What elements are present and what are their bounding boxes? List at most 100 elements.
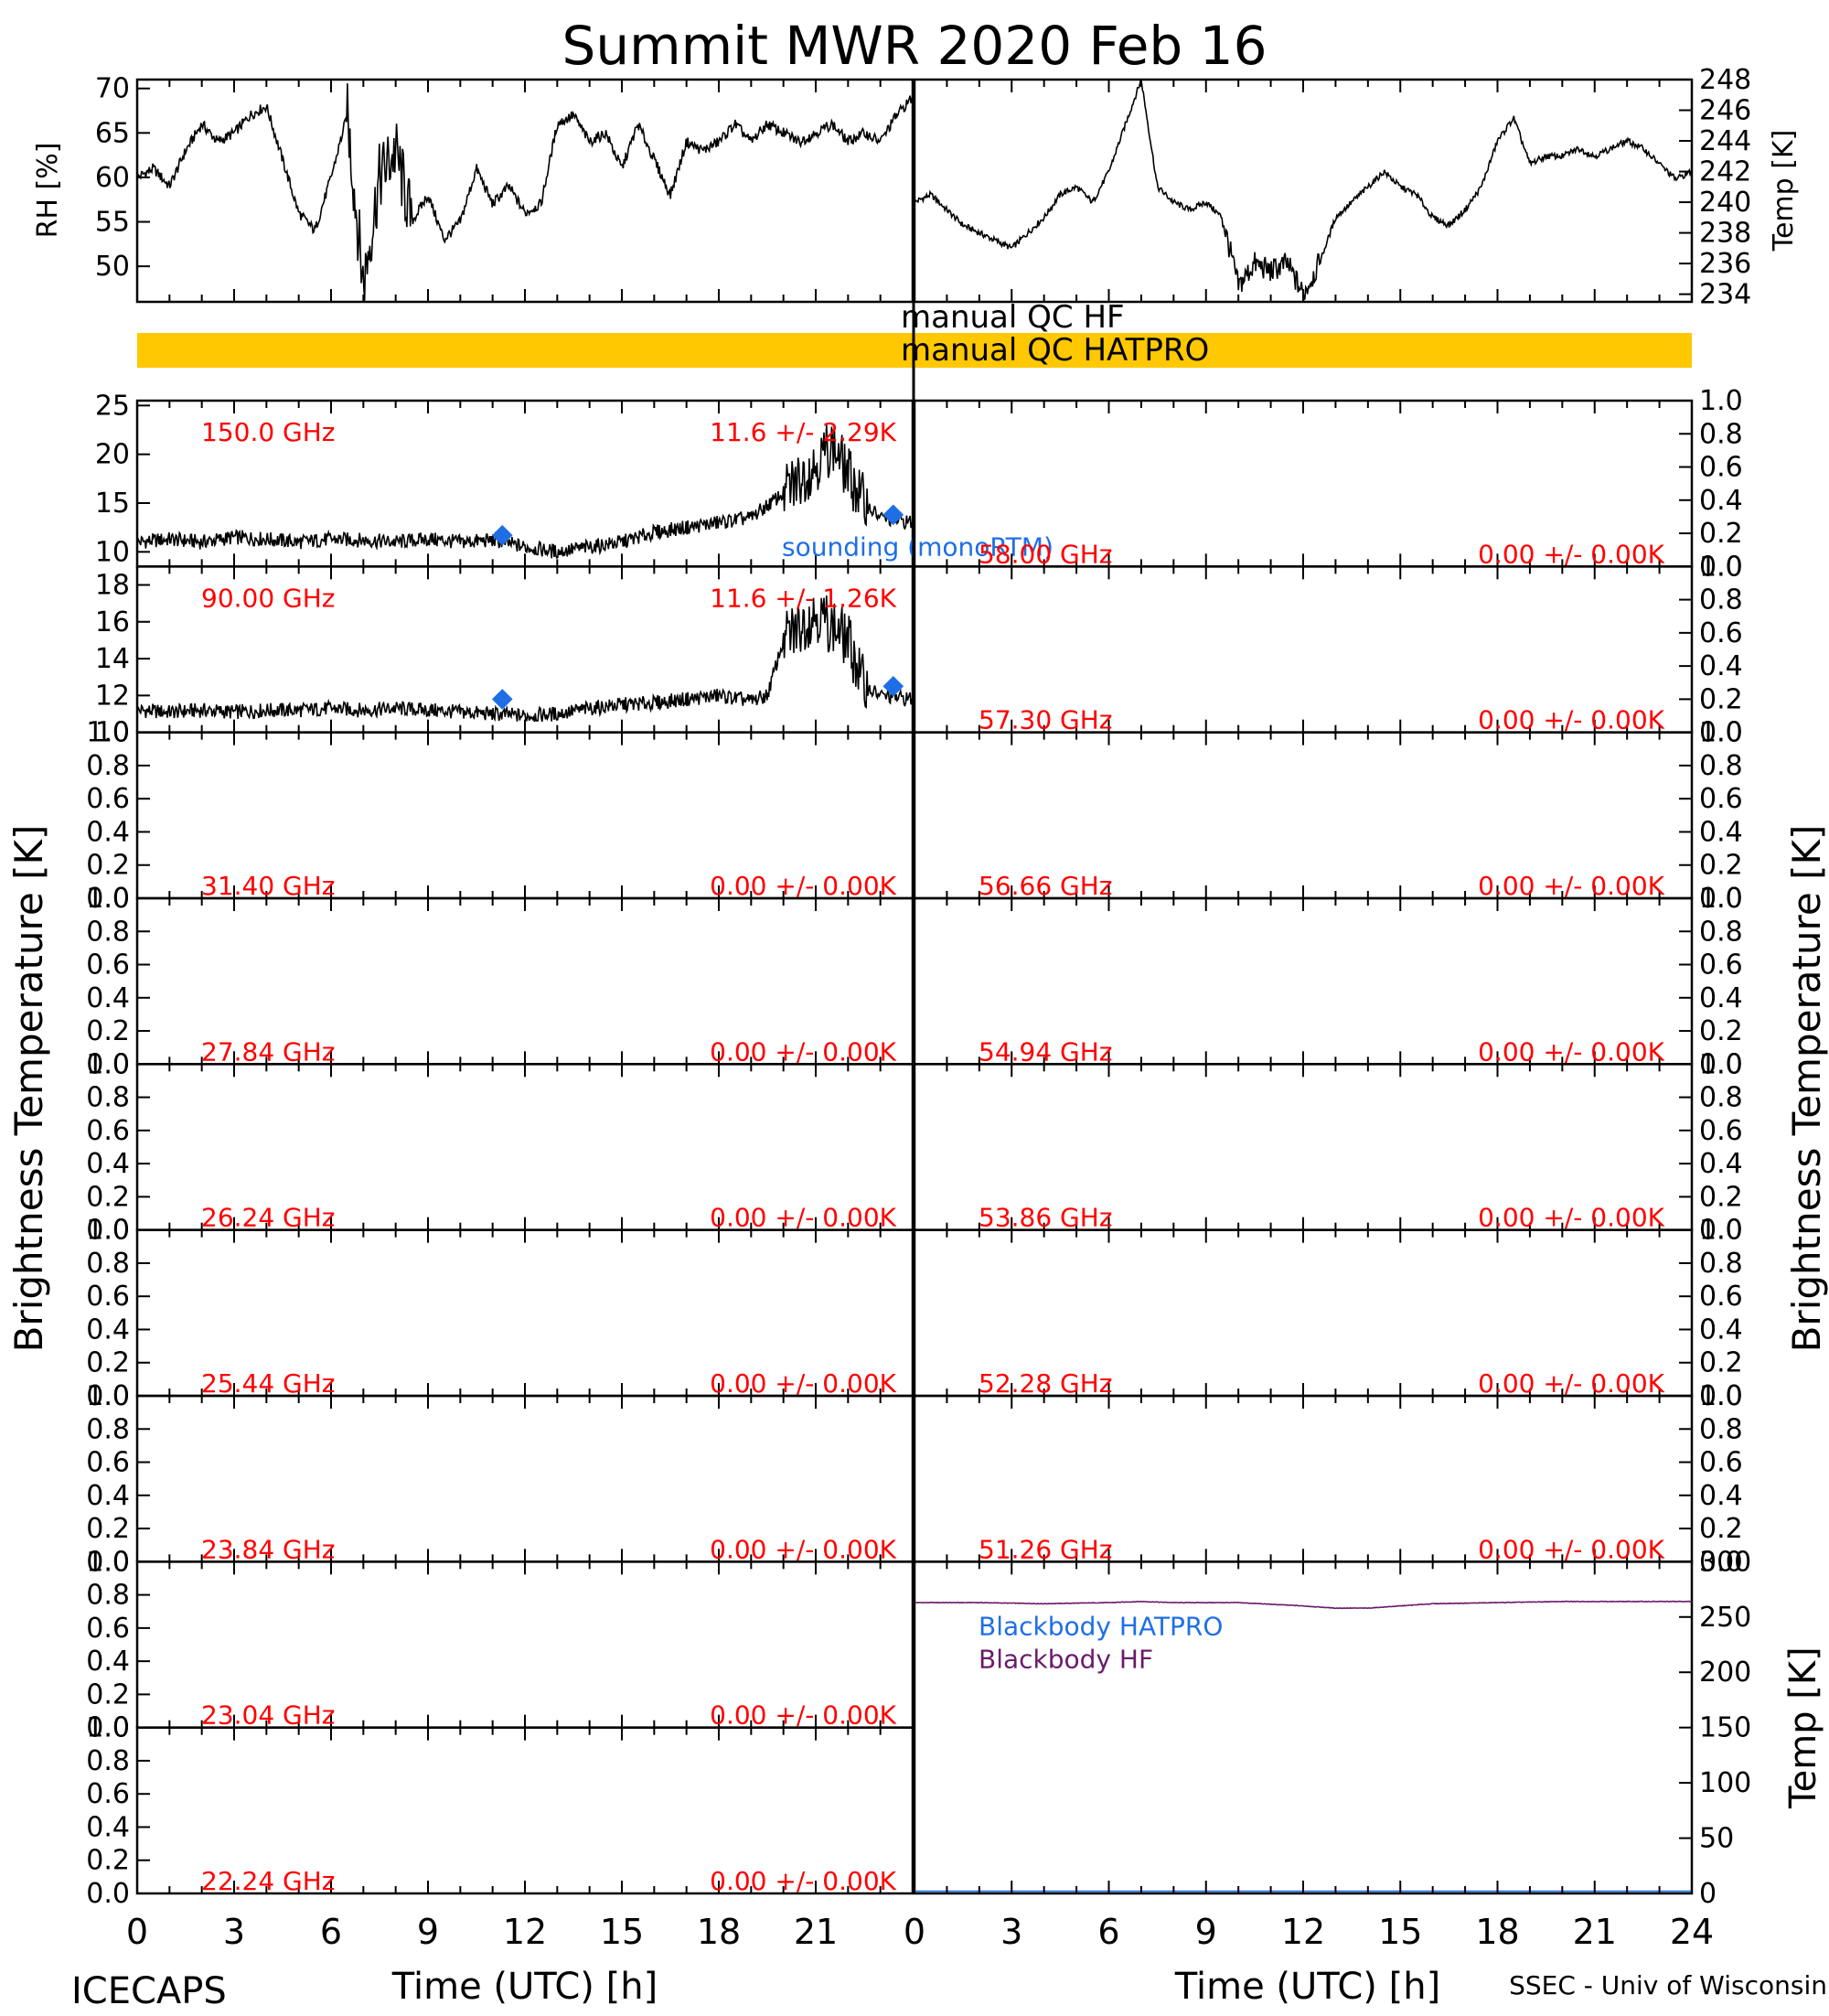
y-tick-label: 0.8 (86, 750, 130, 782)
y-tick-label: 0.4 (1699, 1314, 1743, 1346)
y-tick-label: 10 (95, 536, 130, 568)
y-tick-label: 250 (1699, 1602, 1751, 1634)
y-tick-label: 100 (1699, 1767, 1751, 1799)
y-tick-label: 1.0 (1699, 1215, 1743, 1247)
y-tick-label: 0.0 (1699, 1546, 1743, 1578)
y-axis: 0.00.20.40.60.81.0 (86, 1048, 150, 1247)
y-tick-label: 246 (1699, 95, 1751, 127)
y-tick-label: 1.0 (86, 1546, 130, 1578)
y-axis: 0 50 100 150 200 250 300 (1679, 1546, 1751, 1910)
x-tick-label: 18 (697, 1912, 741, 1952)
y-axis: 0.00.20.40.60.81.0 (86, 883, 150, 1080)
y-tick-label: 0.4 (86, 982, 130, 1014)
x-ticks (914, 80, 1693, 302)
sounding-marker (882, 504, 904, 526)
y-tick-label: 0.4 (1699, 1480, 1743, 1512)
y-tick-label: 0.8 (1699, 1082, 1743, 1114)
stat-label: 0.00 +/- 0.00K (710, 1866, 896, 1896)
y-axis: 0.00.20.40.60.81.0 (86, 717, 150, 915)
y-tick-label: 0.6 (1699, 1115, 1743, 1147)
legend-blackbody-hatpro: Blackbody HATPRO (979, 1611, 1223, 1641)
y-tick-label: 1.0 (86, 717, 130, 749)
y-tick-label: 0.2 (1699, 1015, 1743, 1047)
freq-label: 23.04 GHz (201, 1700, 336, 1731)
y-tick-label: 0.2 (1699, 1347, 1743, 1379)
footer-left: ICECAPS (71, 1970, 227, 2012)
y-tick-label: 50 (95, 251, 130, 283)
y-axis: 10 12 14 16 18 (95, 569, 150, 749)
stat-label: 0.00 +/- 0.00K (710, 1203, 896, 1233)
y-tick-label: 0.0 (86, 1712, 130, 1744)
temp-series-line (914, 79, 1693, 302)
x-axis-label-right: Time (UTC) [h] (1174, 1966, 1440, 2008)
x-ticks (136, 80, 914, 302)
stat-label: 0.00 +/- 0.00K (1478, 705, 1664, 735)
freq-label: 23.84 GHz (201, 1534, 336, 1564)
y-tick-label: 0.0 (86, 1048, 130, 1080)
stat-label: 0.00 +/- 0.00K (710, 1534, 896, 1564)
y-tick-label: 1.0 (1699, 551, 1743, 583)
y-tick-label: 25 (95, 390, 130, 422)
y-tick-label: 0.8 (86, 1580, 130, 1612)
y-tick-label: 1.0 (1699, 1048, 1743, 1080)
y-tick-label: 0.0 (1699, 1215, 1743, 1247)
y-tick-label: 0.6 (86, 1281, 130, 1313)
y-tick-label: 238 (1699, 218, 1751, 250)
y-axis: 0.00.20.40.60.81.0 (1679, 883, 1743, 1080)
y-tick-label: 16 (95, 606, 130, 638)
y-tick-label: 0.4 (1699, 982, 1743, 1014)
y-tick-label: 0.8 (1699, 584, 1743, 617)
y-tick-label: 0.0 (86, 1546, 130, 1578)
y-tick-label: 0.2 (86, 1347, 130, 1379)
y-tick-label: 0.6 (86, 1778, 130, 1810)
x-tick-label: 0 (904, 1912, 925, 1952)
y-tick-label: 0.6 (86, 1613, 130, 1645)
y-tick-label: 0.4 (86, 816, 130, 848)
y-tick-label: 0.8 (1699, 418, 1743, 450)
y-tick-label: 200 (1699, 1657, 1751, 1689)
y-axis: 0.00.20.40.60.81.0 (1679, 551, 1743, 749)
y-tick-label: 12 (95, 680, 130, 712)
y-tick-label: 0.6 (1699, 617, 1743, 649)
y-tick-label: 0.2 (1699, 1513, 1743, 1545)
y-tick-label: 0.6 (1699, 783, 1743, 815)
y-tick-label: 1.0 (86, 1380, 130, 1412)
y-tick-label: 0.0 (1699, 1048, 1743, 1080)
x-tick-label: 15 (1378, 1912, 1422, 1952)
x-ticks (914, 898, 1693, 1065)
footer-right: SSEC - Univ of Wisconsin (1509, 1970, 1827, 2000)
y-tick-label: 0.4 (1699, 485, 1743, 517)
y-tick-label: 70 (95, 73, 130, 105)
y-tick-label: 0.4 (86, 1148, 130, 1180)
y-tick-label: 0 (1699, 1878, 1717, 1910)
stat-label: 0.00 +/- 0.00K (710, 1036, 896, 1067)
y-tick-label: 0.8 (86, 1745, 130, 1777)
blackbody-hf-line (914, 1600, 1693, 1610)
sounding-marker (491, 524, 513, 546)
y-tick-label: 248 (1699, 64, 1751, 96)
y-tick-label: 1.0 (86, 883, 130, 915)
stat-label: 0.00 +/- 0.00K (710, 1700, 896, 1731)
freq-label: 51.26 GHz (979, 1534, 1113, 1564)
freq-label: 56.66 GHz (979, 871, 1113, 901)
freq-label: 53.86 GHz (979, 1203, 1113, 1233)
y-tick-label: 234 (1699, 279, 1751, 311)
y-tick-label: 0.4 (86, 1314, 130, 1346)
y-tick-label: 0.0 (86, 1878, 130, 1910)
freq-label: 25.44 GHz (201, 1368, 336, 1399)
y-tick-label: 0.0 (1699, 551, 1743, 583)
y-tick-label: 0.6 (86, 783, 130, 815)
y-axis: 50 55 60 65 70 (95, 73, 150, 283)
y-tick-label: 1.0 (1699, 385, 1743, 417)
y-tick-label: 242 (1699, 156, 1751, 188)
y-tick-label: 0.8 (1699, 916, 1743, 948)
x-ticks (914, 566, 1693, 733)
y-axis: 0.00.20.40.60.81.0 (86, 1712, 150, 1910)
stat-label: 11.6 +/- 2.29K (710, 417, 896, 447)
y-axis: 0.00.20.40.60.81.0 (1679, 1380, 1743, 1578)
y-axis: 0.00.20.40.60.81.0 (86, 1215, 150, 1412)
blackbody-axis-label: Temp [K] (1782, 1646, 1824, 1809)
y-tick-label: 244 (1699, 125, 1751, 157)
